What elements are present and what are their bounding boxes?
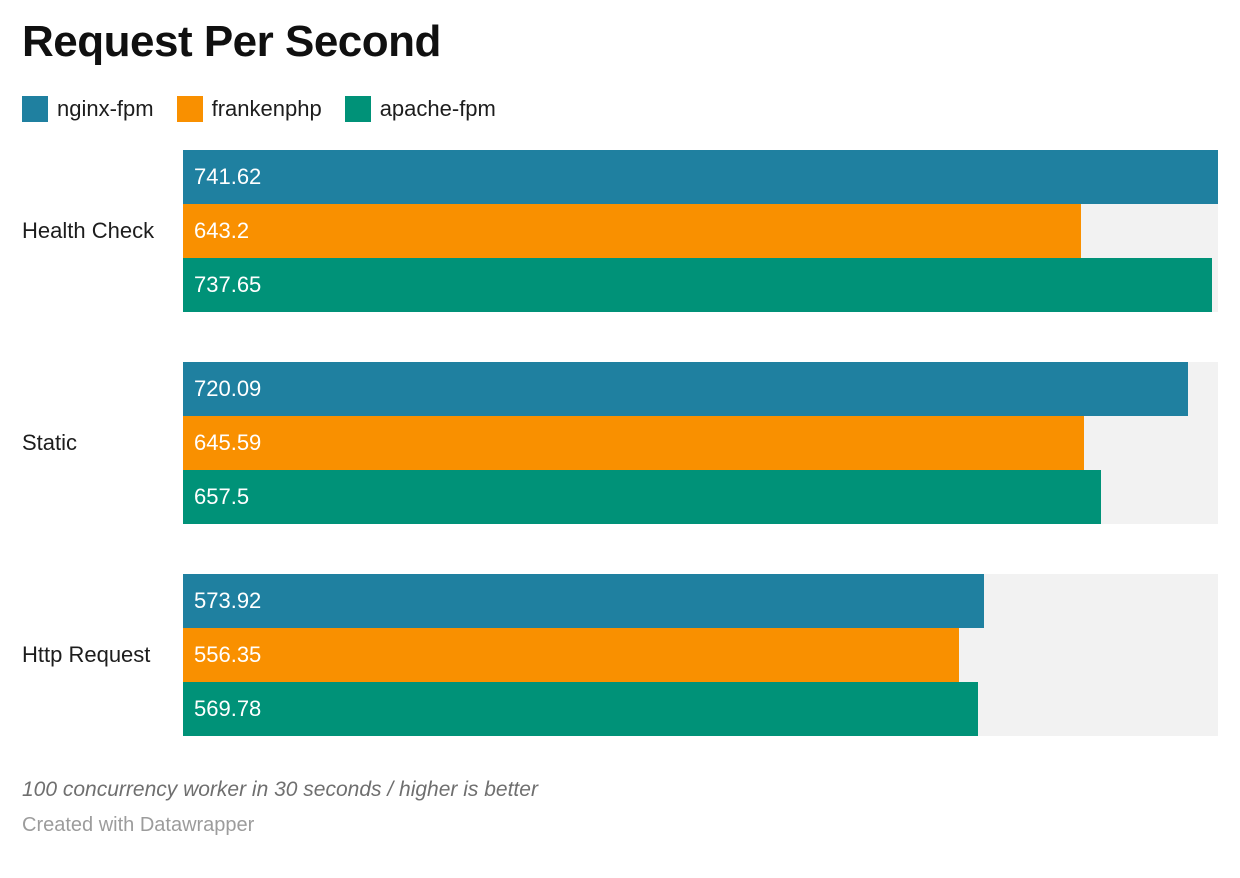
chart-row: Health Check 741.62 643.2 737.65 (22, 150, 1218, 312)
bar-chart: Health Check 741.62 643.2 737.65 Static 720.0… (22, 150, 1218, 736)
bar-frankenphp: 556.35 (183, 628, 960, 682)
legend-item-apache-fpm: apache-fpm (344, 96, 496, 122)
bar-value-label: 643.2 (194, 218, 250, 243)
bar-value-label: 556.35 (194, 642, 262, 667)
chart-row: Http Request 573.92 556.35 569.78 (22, 574, 1218, 736)
bar-value-label: 737.65 (194, 272, 262, 297)
bar-value-label: 741.62 (194, 164, 262, 189)
bar-nginx-fpm: 573.92 (183, 574, 984, 628)
bar-value-label: 657.5 (194, 484, 250, 509)
legend-label: apache-fpm (379, 96, 496, 121)
bar-value-label: 645.59 (194, 430, 262, 455)
category-label: Static (22, 430, 78, 455)
bar-nginx-fpm: 741.62 (183, 150, 1218, 204)
legend-item-frankenphp: frankenphp (176, 96, 322, 122)
category-label: Http Request (22, 642, 151, 667)
legend-swatch-icon (344, 96, 371, 122)
bar-nginx-fpm: 720.09 (183, 362, 1188, 416)
legend: nginx-fpm frankenphp apache-fpm (22, 96, 1218, 122)
chart-row: Static 720.09 645.59 657.5 (22, 362, 1218, 524)
legend-label: nginx-fpm (57, 96, 154, 121)
legend-swatch-icon (176, 96, 203, 122)
bar-track: 573.92 556.35 569.78 (183, 574, 1218, 736)
chart-card: Request Per Second nginx-fpm frankenphp ap… (0, 18, 1240, 837)
legend-item-nginx-fpm: nginx-fpm (22, 96, 154, 122)
chart-notes: 100 concurrency worker in 30 seconds / h… (22, 778, 538, 801)
bar-track: 720.09 645.59 657.5 (183, 362, 1218, 524)
bar-apache-fpm: 569.78 (183, 682, 979, 736)
bar-value-label: 569.78 (194, 696, 262, 721)
page-title: Request Per Second (22, 17, 441, 66)
bar-apache-fpm: 737.65 (183, 258, 1213, 312)
bar-value-label: 573.92 (194, 588, 262, 613)
category-label: Health Check (22, 218, 155, 243)
legend-label: frankenphp (211, 96, 322, 121)
datawrapper-attribution: Created with Datawrapper (22, 814, 255, 836)
bar-track: 741.62 643.2 737.65 (183, 150, 1218, 312)
bar-apache-fpm: 657.5 (183, 470, 1101, 524)
bar-value-label: 720.09 (194, 376, 262, 401)
legend-swatch-icon (22, 96, 48, 122)
bar-frankenphp: 645.59 (183, 416, 1084, 470)
bar-frankenphp: 643.2 (183, 204, 1081, 258)
